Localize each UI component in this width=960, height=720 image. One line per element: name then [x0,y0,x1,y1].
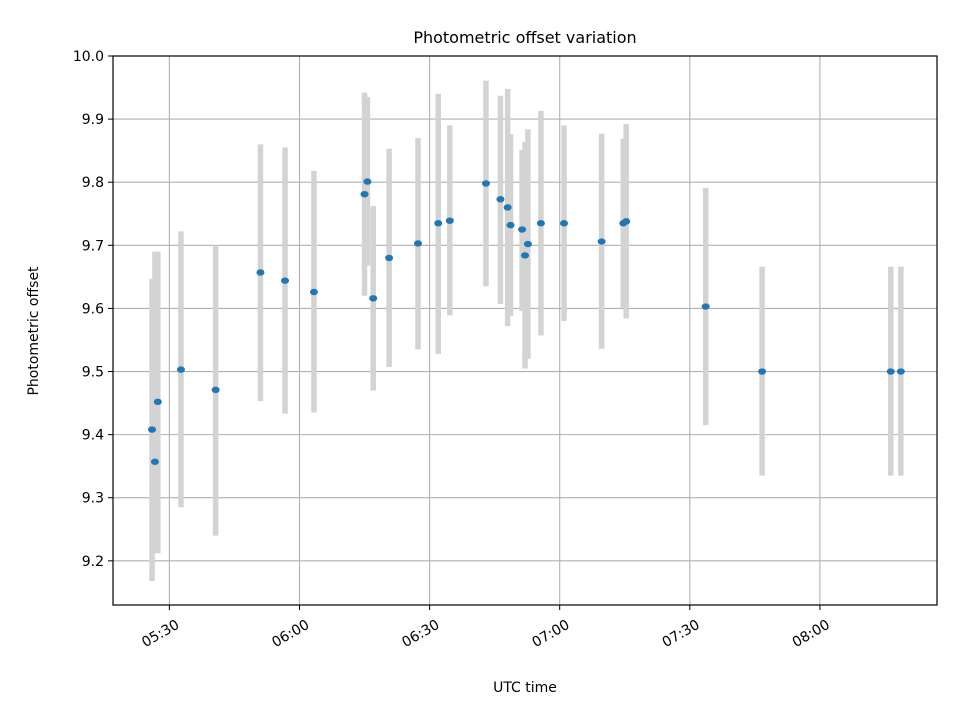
data-point [536,220,545,227]
data-point [518,226,527,233]
y-axis-ticks: 9.2 9.3 9.4 9.5 9.6 9.7 9.8 9.9 10.0 [73,49,113,570]
y-tick-label: 9.5 [82,365,104,381]
data-point [496,196,505,203]
y-tick-label: 9.6 [82,301,104,317]
y-tick-label: 9.2 [82,554,104,570]
data-point [414,240,423,247]
data-point [150,458,159,465]
x-axis-label: UTC time [493,680,557,696]
data-point [521,252,529,259]
data-point [622,218,631,225]
data-point [896,368,905,375]
data-point [363,178,372,185]
data-point [523,240,532,248]
data-point [176,366,185,373]
data-point [481,180,490,187]
y-axis-label: Photometric offset [26,266,42,396]
data-point [211,386,220,394]
data-point [309,288,318,296]
data-point [503,204,512,211]
y-tick-label: 9.4 [82,428,104,444]
plot-frame [112,55,938,606]
data-point [369,295,378,302]
chart-title: Photometric offset variation [413,28,636,47]
data-point [385,254,394,262]
data-point [560,220,569,227]
data-point [886,368,895,375]
data-point [506,221,515,229]
y-tick-label: 10.0 [73,49,104,65]
data-point [153,398,162,406]
data-point [434,220,443,227]
data-point [148,426,157,433]
y-tick-label: 9.9 [82,112,104,128]
data-point [701,303,710,310]
data-point [360,190,369,198]
y-tick-label: 9.7 [82,238,104,254]
data-points [148,178,905,465]
y-tick-label: 9.8 [82,175,104,191]
data-point [445,217,454,224]
data-point [758,368,767,375]
data-point [281,277,290,284]
y-tick-label: 9.3 [82,491,104,507]
data-point [256,269,265,276]
data-point [597,238,606,245]
